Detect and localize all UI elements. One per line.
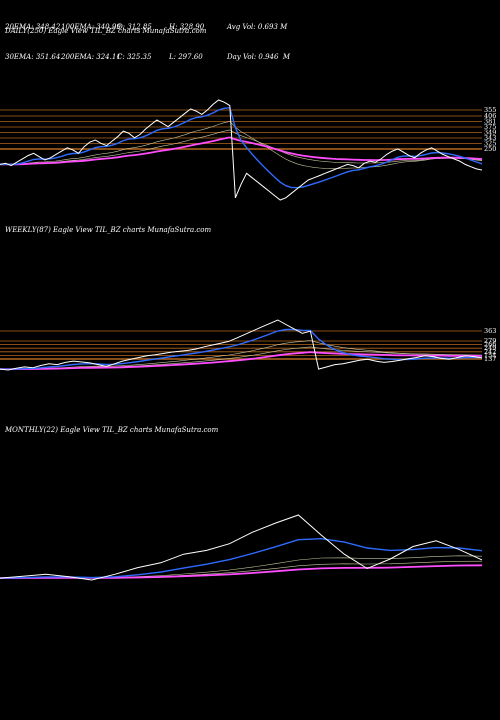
open-value: O: 312.85 — [117, 23, 152, 31]
low-value: L: 297.60 — [169, 53, 203, 61]
ema-fast-line — [0, 328, 483, 371]
ema-40-line — [0, 129, 483, 165]
level-label: 406 — [484, 112, 496, 120]
level-label: 137 — [484, 355, 496, 363]
level-label: 349 — [484, 129, 496, 137]
high-value: H: 328.90 — [169, 23, 205, 31]
price-line — [0, 514, 483, 581]
level-label: 363 — [484, 327, 496, 335]
ema-25-line — [0, 121, 483, 169]
stats-row-1: 20EMA: 348.42 100EMA: 340.99 O: 312.85 H… — [5, 22, 307, 32]
ema-40-line — [0, 560, 483, 579]
stats-header: 20EMA: 348.42 100EMA: 340.99 O: 312.85 H… — [5, 2, 307, 72]
stats-row-2: 30EMA: 351.64 200EMA: 324.11 C: 325.35 L… — [5, 52, 307, 62]
ema30-value: 30EMA: 351.64 — [5, 53, 61, 61]
level-label: 266 — [484, 341, 496, 349]
daily-chart-title: DAILY(250) Eagle View TIL_BZ charts Muna… — [5, 27, 207, 35]
day-vol-value: Day Vol: 0.946 M — [227, 53, 291, 61]
level-label: 343 — [484, 134, 496, 142]
ema-fast-line — [0, 537, 483, 579]
ema20-value: 20EMA: 348.42 — [5, 23, 61, 31]
level-label: 355 — [484, 106, 496, 114]
monthly-chart-title: MONTHLY(22) Eagle View TIL_BZ charts Mun… — [5, 426, 219, 434]
level-label: 250 — [484, 145, 496, 153]
level-label: 279 — [484, 337, 496, 345]
ema-fast-line — [0, 106, 483, 189]
avg-vol-value: Avg Vol: 0.693 M — [227, 23, 288, 31]
ema-long-line — [0, 351, 483, 371]
level-label: 154 — [484, 351, 496, 359]
level-label: 325 — [484, 140, 496, 148]
ema-40-line — [0, 346, 483, 370]
ema100-value: 100EMA: 340.99 — [61, 23, 121, 31]
ema200-value: 200EMA: 324.11 — [61, 53, 121, 61]
monthly-chart — [0, 514, 483, 581]
price-line — [0, 99, 483, 201]
level-label: 381 — [484, 118, 496, 126]
ema-25-line — [0, 340, 483, 370]
price-line — [0, 319, 483, 371]
level-label: 242 — [484, 348, 496, 356]
close-value: C: 325.35 — [117, 53, 152, 61]
level-label: 375 — [484, 123, 496, 131]
level-label: 249 — [484, 344, 496, 352]
weekly-chart-title: WEEKLY(87) Eagle View TIL_BZ charts Muna… — [5, 226, 212, 234]
